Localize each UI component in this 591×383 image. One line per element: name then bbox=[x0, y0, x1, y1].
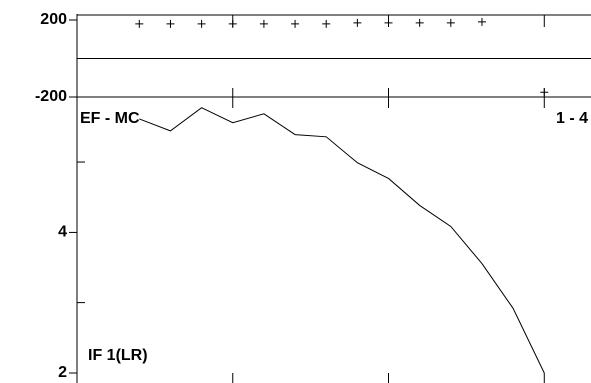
cross-marker bbox=[228, 19, 237, 28]
data-line bbox=[139, 107, 545, 374]
cross-marker bbox=[477, 17, 486, 26]
cross-marker bbox=[259, 19, 268, 28]
annotation: IF 1(LR) bbox=[88, 347, 148, 364]
y-tick-label: 4 bbox=[58, 224, 67, 241]
cross-marker bbox=[415, 18, 424, 27]
annotation: 1 - 4 bbox=[556, 110, 588, 127]
y-tick-label: -200 bbox=[35, 88, 67, 105]
cross-marker bbox=[353, 18, 362, 27]
cross-marker bbox=[446, 18, 455, 27]
cross-marker bbox=[135, 19, 144, 28]
cross-marker bbox=[197, 19, 206, 28]
annotation: EF - MC bbox=[80, 110, 140, 127]
y-tick-label: 2 bbox=[58, 364, 67, 381]
y-tick-label: 200 bbox=[40, 11, 67, 28]
cross-marker bbox=[384, 18, 393, 27]
cross-marker bbox=[322, 19, 331, 28]
cross-marker bbox=[166, 19, 175, 28]
cross-marker bbox=[291, 19, 300, 28]
